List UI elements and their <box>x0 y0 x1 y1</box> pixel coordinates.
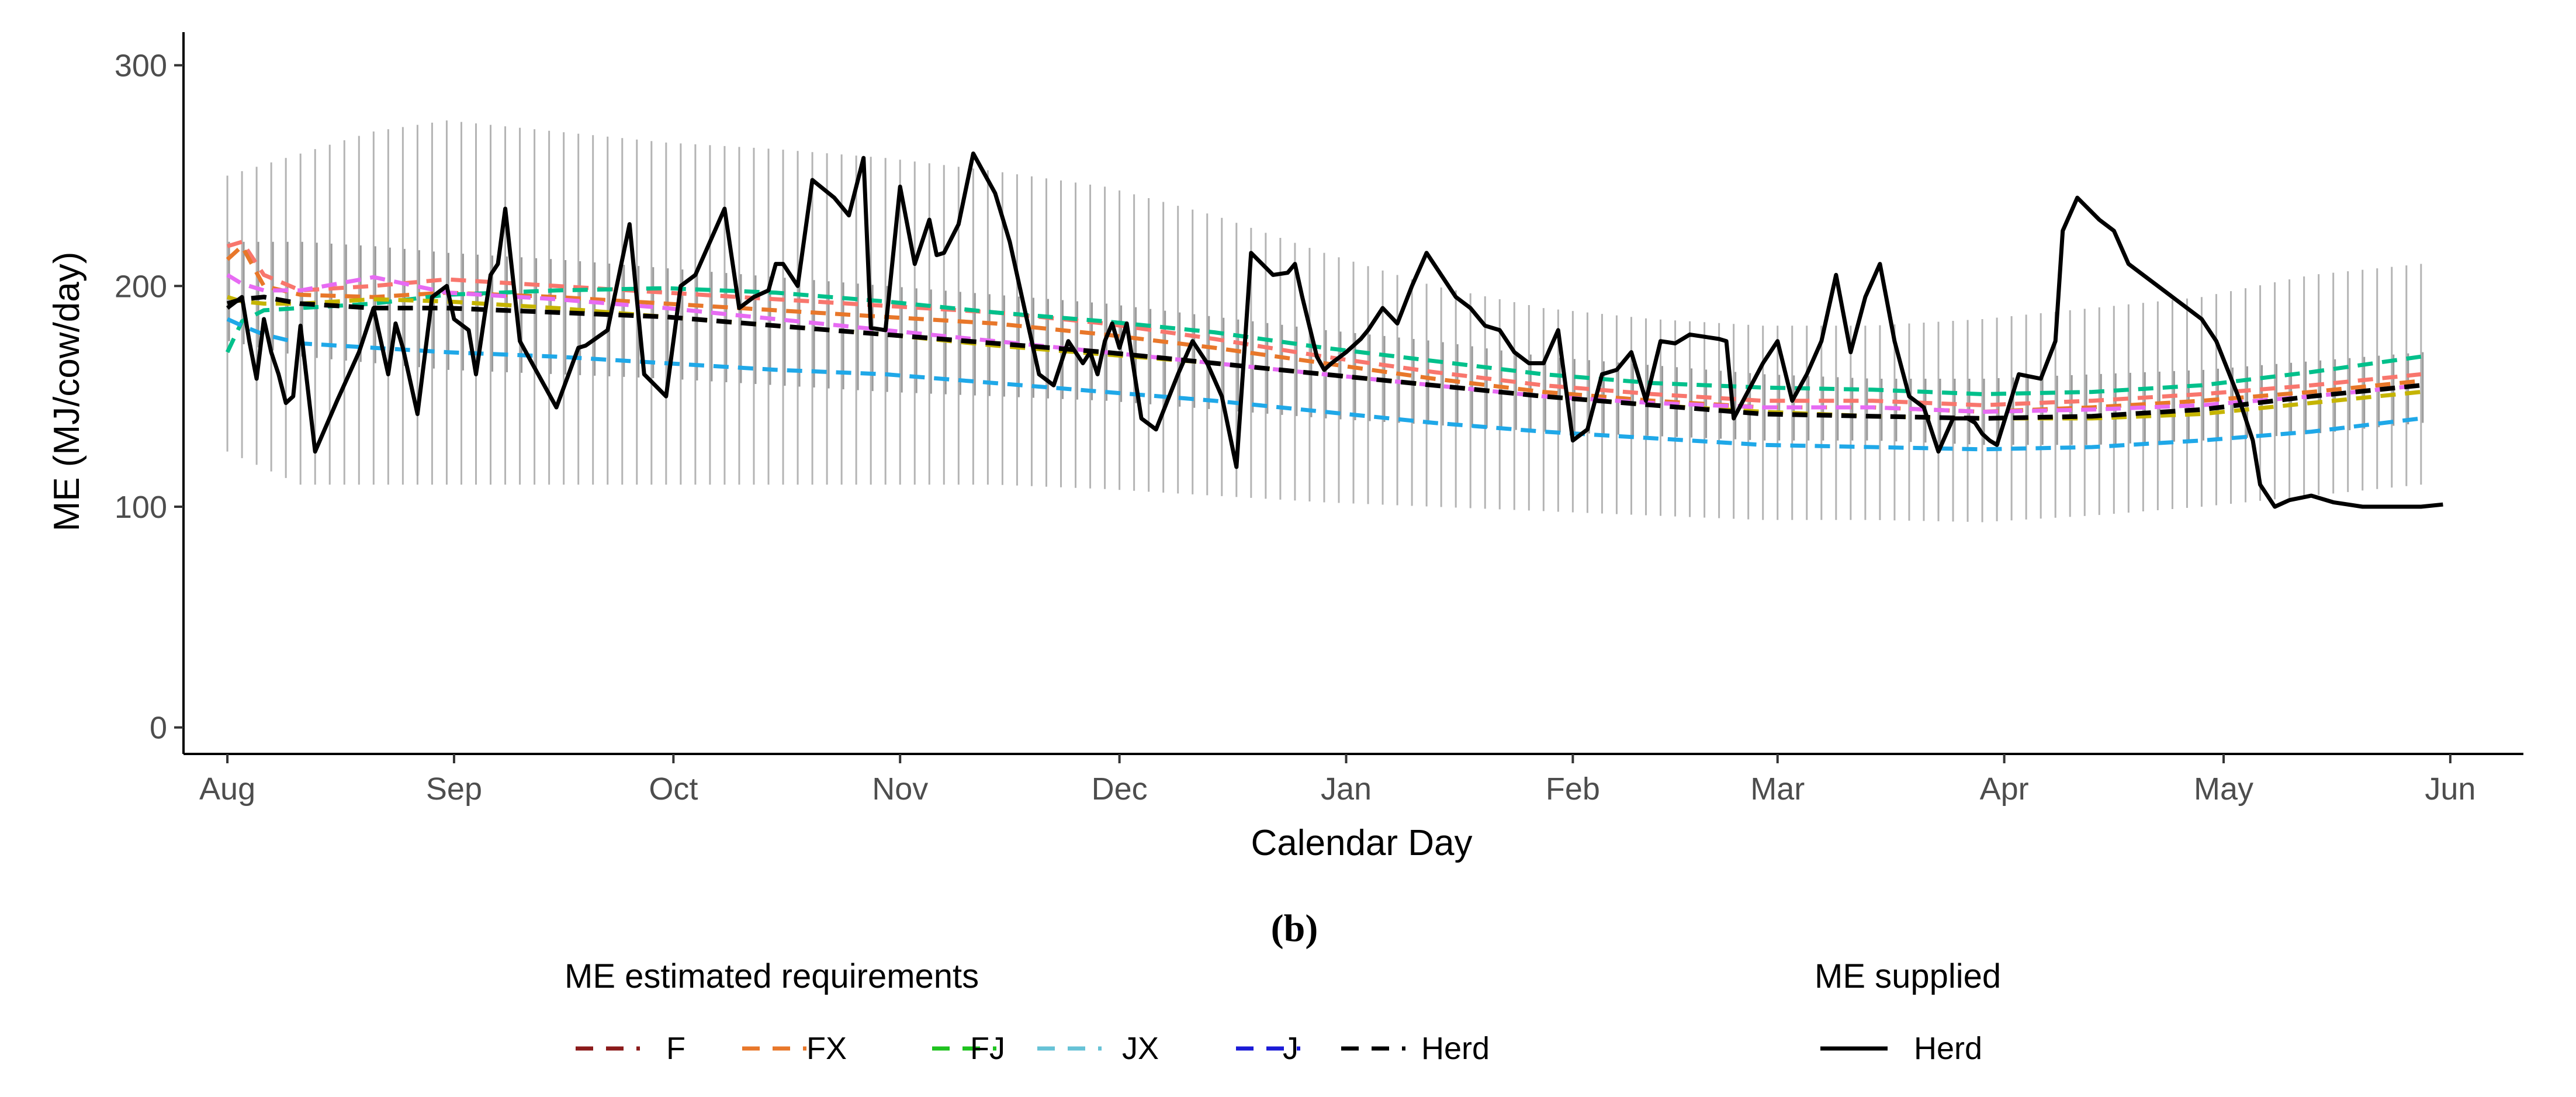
legend-label-supplied-herd: Herd <box>1914 1031 1982 1066</box>
legend: F FX FJ JX J Herd Herd <box>576 1031 1982 1066</box>
x-tick-label: May <box>2194 771 2253 807</box>
requirement-series-lines <box>225 240 2422 452</box>
series-line-f <box>227 240 2422 407</box>
legend-requirements-title: ME estimated requirements <box>565 957 979 995</box>
x-tick-label: Mar <box>1750 771 1805 807</box>
x-tick-label: Jan <box>1321 771 1372 807</box>
supplied-series-line <box>226 151 2443 509</box>
x-tick-label: Apr <box>1980 771 2029 807</box>
y-axis-title: ME (MJ/cow/day) <box>47 252 87 532</box>
legend-label-herd: Herd <box>1421 1031 1490 1066</box>
y-axis-ticks: 0 100 200 300 <box>115 49 183 746</box>
legend-label-fj: FJ <box>970 1031 1005 1066</box>
x-axis-ticks: Aug Sep Oct Nov Dec Jan Feb Mar Apr May Jun <box>199 754 2475 807</box>
y-tick-label: 100 <box>115 490 167 525</box>
legend-label-f: F <box>666 1031 685 1066</box>
figure-caption: (b) <box>1271 907 1318 950</box>
x-tick-label: Feb <box>1546 771 1600 807</box>
legend-supplied-title: ME supplied <box>1815 957 2001 995</box>
x-tick-label: Dec <box>1092 771 1148 807</box>
legend-label-jx: JX <box>1122 1031 1159 1066</box>
y-tick-label: 300 <box>115 49 167 84</box>
legend-label-j: J <box>1283 1031 1299 1066</box>
x-tick-label: Aug <box>199 771 255 807</box>
y-tick-label: 0 <box>150 711 167 746</box>
x-axis-title: Calendar Day <box>1251 823 1472 863</box>
series-line-j-min <box>226 317 2422 452</box>
series-line-herd <box>226 295 2422 421</box>
legend-label-fx: FX <box>806 1031 847 1066</box>
series-line-fj <box>225 286 2422 396</box>
x-tick-label: Nov <box>872 771 928 807</box>
x-tick-label: Oct <box>649 771 698 807</box>
uncertainty-range-bars <box>226 120 2424 522</box>
x-tick-label: Jun <box>2425 771 2475 807</box>
y-tick-label: 200 <box>115 269 167 304</box>
series-line-fx <box>226 244 2422 414</box>
series-line-supplied-herd <box>226 151 2443 509</box>
x-tick-label: Sep <box>426 771 482 807</box>
